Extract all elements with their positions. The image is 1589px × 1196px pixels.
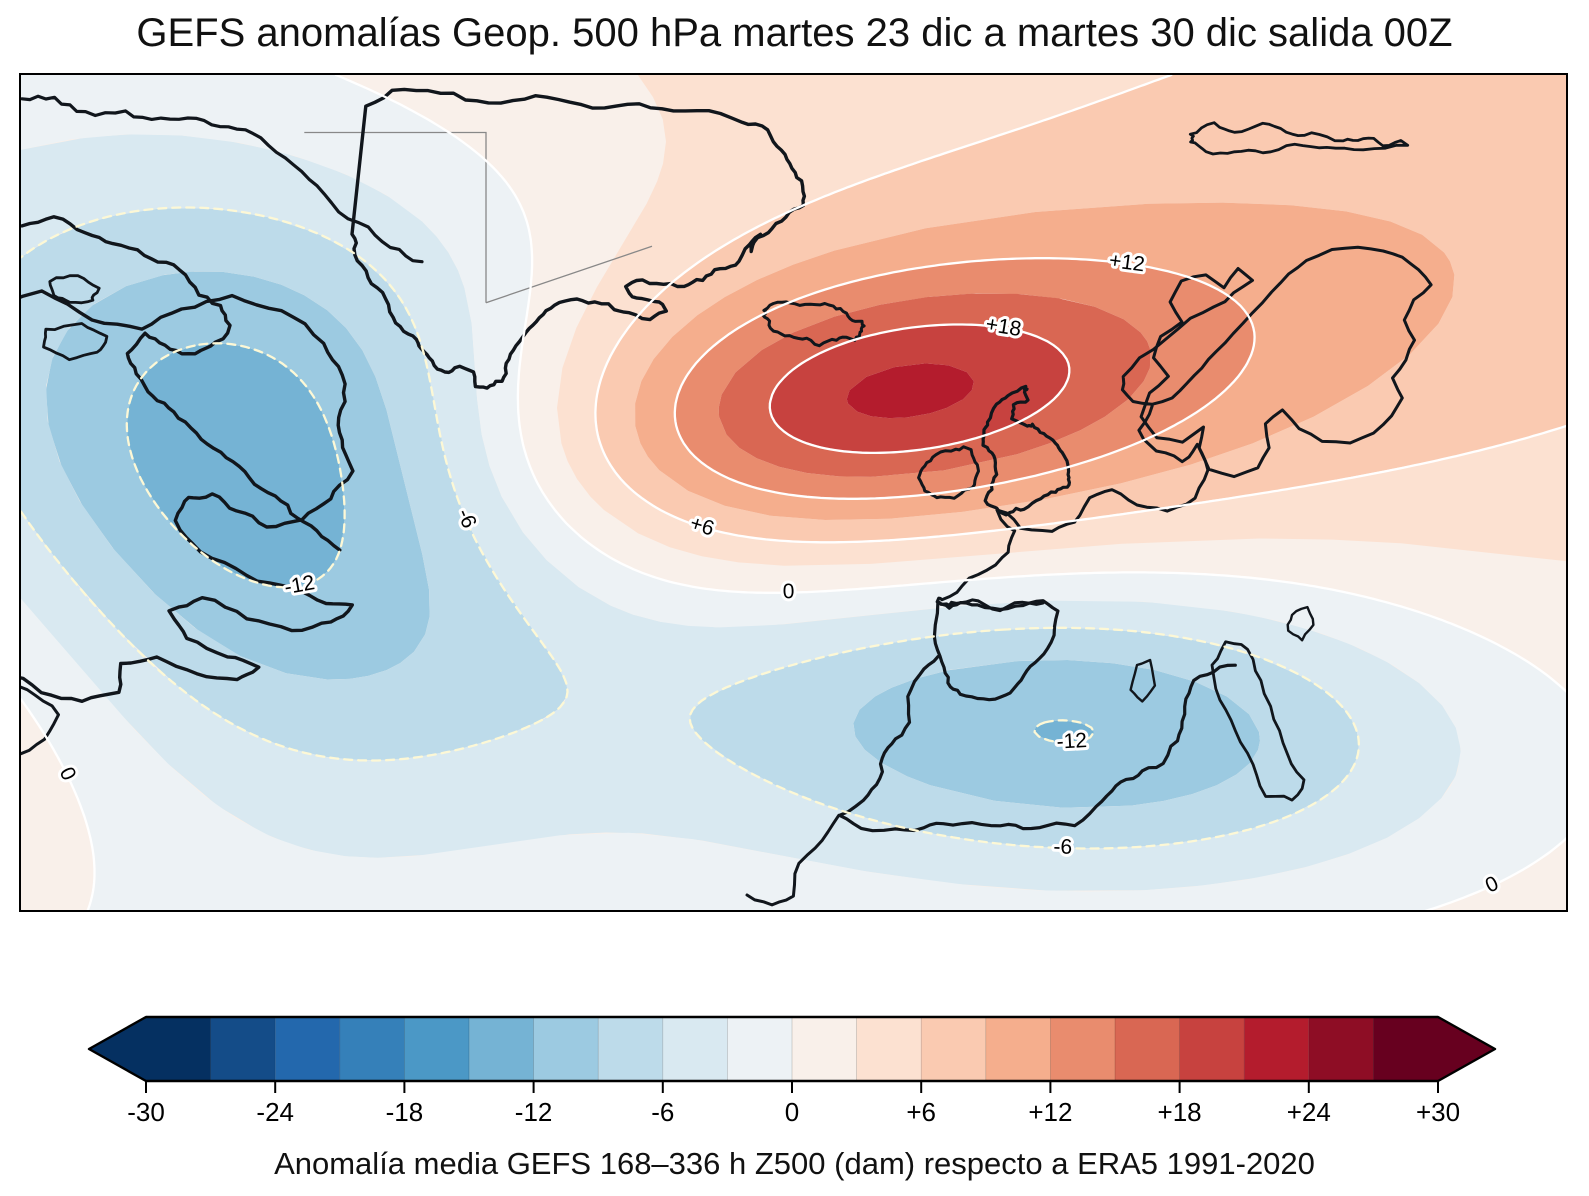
svg-text:+12: +12 xyxy=(1028,1097,1072,1127)
svg-text:+18: +18 xyxy=(1158,1097,1202,1127)
svg-text:0: 0 xyxy=(785,1097,799,1127)
svg-text:-6: -6 xyxy=(651,1097,674,1127)
svg-text:0: 0 xyxy=(782,580,794,603)
svg-text:+6: +6 xyxy=(906,1097,936,1127)
svg-text:-24: -24 xyxy=(256,1097,294,1127)
svg-text:-6: -6 xyxy=(1053,835,1072,859)
svg-text:-30: -30 xyxy=(127,1097,165,1127)
svg-text:+24: +24 xyxy=(1287,1097,1331,1127)
svg-text:-18: -18 xyxy=(386,1097,424,1127)
svg-text:+30: +30 xyxy=(1416,1097,1460,1127)
svg-text:-12: -12 xyxy=(1056,729,1088,754)
svg-text:+12: +12 xyxy=(1108,249,1146,276)
svg-text:-12: -12 xyxy=(515,1097,553,1127)
